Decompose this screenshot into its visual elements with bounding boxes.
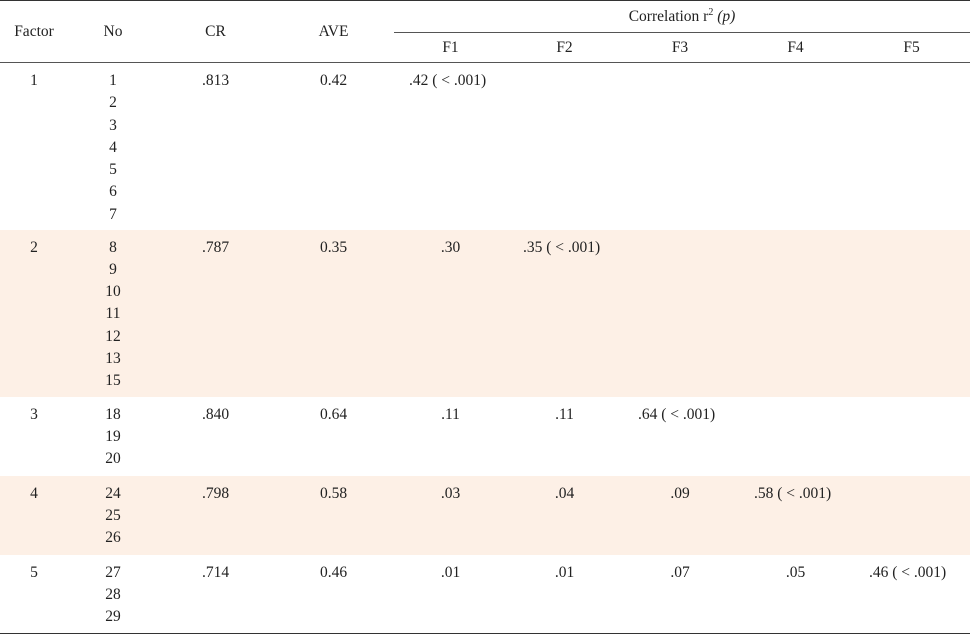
correlation-cell-f5: .46 ( < .001) [853, 554, 970, 634]
table-row: 3 18 19 20 .840 0.64 .11 .11 .64 ( < .001) [0, 397, 970, 476]
correlation-cell-f4 [738, 229, 853, 397]
item-numbers-cell: 18 19 20 [68, 397, 158, 476]
correlation-cell-f1: .30 [394, 229, 507, 397]
correlation-cell-f1: .01 [394, 554, 507, 634]
correlation-cell-f3 [622, 229, 738, 397]
header-f5: F5 [853, 32, 970, 63]
header-correlation-p: (p) [717, 7, 736, 25]
factor-cell: 3 [30, 405, 38, 423]
item-number: 4 [109, 138, 117, 156]
item-number: 15 [105, 372, 121, 390]
correlation-cell-f1: .11 [441, 405, 460, 423]
correlation-cell-f3 [622, 63, 738, 230]
header-ave: AVE [273, 0, 394, 63]
item-number: 28 [105, 585, 121, 603]
correlation-cell-f1: .42 ( < .001) [409, 72, 487, 89]
header-correlation: Correlation r2 (p) [394, 0, 970, 33]
correlation-cell-f4 [738, 397, 853, 476]
correlation-cell-f4: .05 [738, 554, 853, 634]
correlation-cell-f2: .11 [555, 405, 574, 423]
factor-cell: 4 [0, 475, 68, 555]
correlation-cell-f2 [507, 63, 622, 230]
factor-cell: 5 [0, 554, 68, 634]
ave-cell: 0.46 [273, 554, 394, 634]
item-number: 26 [105, 529, 121, 547]
item-number: 27 [105, 563, 121, 581]
item-number: 2 [109, 94, 117, 112]
cr-cell: .840 [201, 405, 230, 423]
item-number: 11 [105, 305, 121, 323]
correlation-cell-f5 [853, 229, 970, 397]
header-factor: Factor [0, 0, 68, 63]
header-f2: F2 [507, 32, 622, 63]
correlation-cell-f1: .03 [394, 475, 507, 555]
ave-cell: 0.64 [319, 405, 348, 423]
item-number: 8 [109, 238, 117, 256]
table-row: 4 24 25 26 .798 0.58.03.04.09.58 ( < .001) [0, 475, 970, 555]
item-number: 25 [105, 506, 121, 524]
header-f1: F1 [394, 32, 507, 63]
table-row: 5 27 28 29.714 0.46.01.01.07.05.46 ( < .001) [0, 554, 970, 634]
correlation-cell-f2: .04 [507, 475, 622, 555]
header-cr: CR [158, 0, 273, 63]
ave-cell: 0.35 [273, 229, 394, 397]
table-row: 1 1 2 3 4 5 6 7 .813 0.42 .42 ( < .001) [0, 63, 970, 230]
correlation-cell-f4: .58 ( < .001) [738, 475, 853, 555]
item-number: 5 [109, 161, 117, 179]
item-numbers-cell: 27 28 29 [68, 554, 158, 634]
correlation-cell-f3: .09 [622, 475, 738, 555]
item-number: 20 [105, 450, 121, 468]
header-no: No [68, 0, 158, 63]
cr-cell: .714 [158, 554, 273, 634]
header-f4: F4 [738, 32, 853, 63]
correlation-cell-f5 [853, 475, 970, 555]
item-number: 6 [109, 183, 117, 201]
item-number: 18 [105, 405, 121, 423]
item-number: 12 [105, 327, 121, 345]
cr-cell: .798 [158, 475, 273, 555]
correlation-cell-f3: .64 ( < .001) [638, 405, 716, 423]
item-number: 7 [109, 205, 117, 223]
item-numbers-cell: 1 2 3 4 5 6 7 [68, 63, 158, 230]
correlation-cell-f5 [853, 63, 970, 230]
item-number: 9 [109, 260, 117, 278]
item-number: 1 [109, 72, 117, 89]
header-f3: F3 [622, 32, 738, 63]
item-number: 24 [105, 484, 121, 502]
header-correlation-label: Correlation r [628, 7, 709, 25]
header-correlation-sup: 2 [708, 6, 714, 18]
correlation-cell-f3: .07 [622, 554, 738, 634]
item-number: 13 [105, 349, 121, 367]
table-row: 2 8 9 10 11 12 13 15 .787 0.35.30.35 ( < .001) [0, 229, 970, 397]
correlation-cell-f5 [853, 397, 970, 476]
item-number: 10 [105, 283, 121, 301]
ave-cell: 0.58 [273, 475, 394, 555]
cr-cell: .787 [158, 229, 273, 397]
cr-cell: .813 [201, 72, 230, 89]
ave-cell: 0.42 [319, 72, 348, 89]
item-number: 3 [109, 116, 117, 134]
factor-cell: 1 [30, 72, 38, 89]
item-numbers-cell: 8 9 10 11 12 13 15 [68, 229, 158, 397]
item-number: 19 [105, 427, 121, 445]
correlation-cell-f2: .01 [507, 554, 622, 634]
correlation-cell-f4 [738, 63, 853, 230]
factor-cell: 2 [0, 229, 68, 397]
table-body: 1 1 2 3 4 5 6 7.813 0.42.42 ( < .001) 2 8 9 10 11 12 13… [0, 63, 970, 634]
correlation-cell-f2: .35 ( < .001) [507, 229, 622, 397]
item-numbers-cell: 24 25 26 [68, 475, 158, 555]
item-number: 29 [105, 608, 121, 626]
